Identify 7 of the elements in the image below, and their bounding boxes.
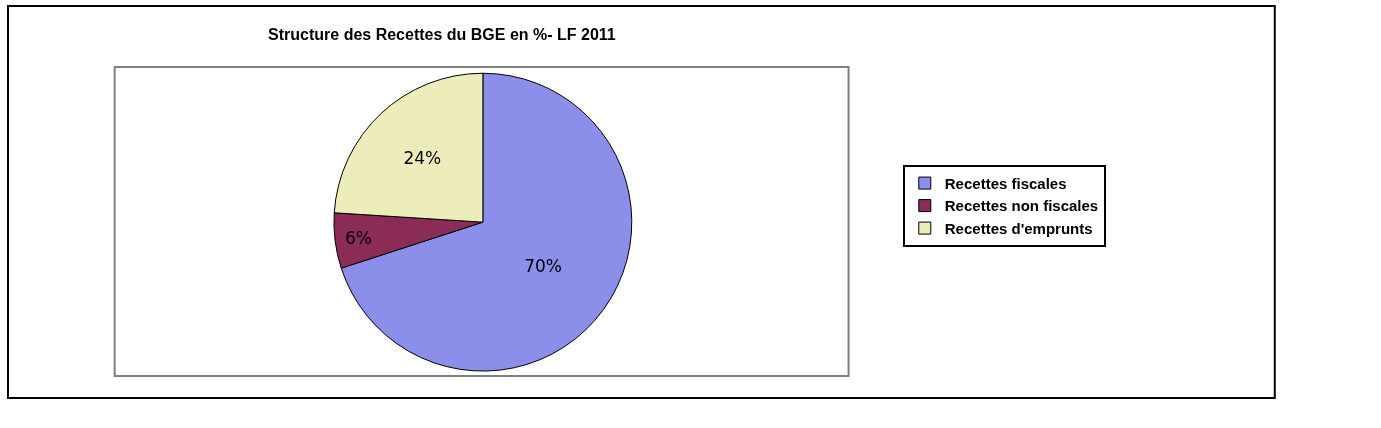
data-label: 70% bbox=[524, 255, 563, 276]
legend-label: Recettes fiscales bbox=[944, 174, 1067, 192]
data-label: 6% bbox=[344, 227, 372, 248]
chart-title: Structure des Recettes du BGE en %- LF 2011 bbox=[268, 25, 616, 43]
data-label: 24% bbox=[403, 147, 442, 168]
legend-label: Recettes non fiscales bbox=[944, 197, 1099, 215]
legend-label: Recettes d'emprunts bbox=[944, 219, 1093, 237]
